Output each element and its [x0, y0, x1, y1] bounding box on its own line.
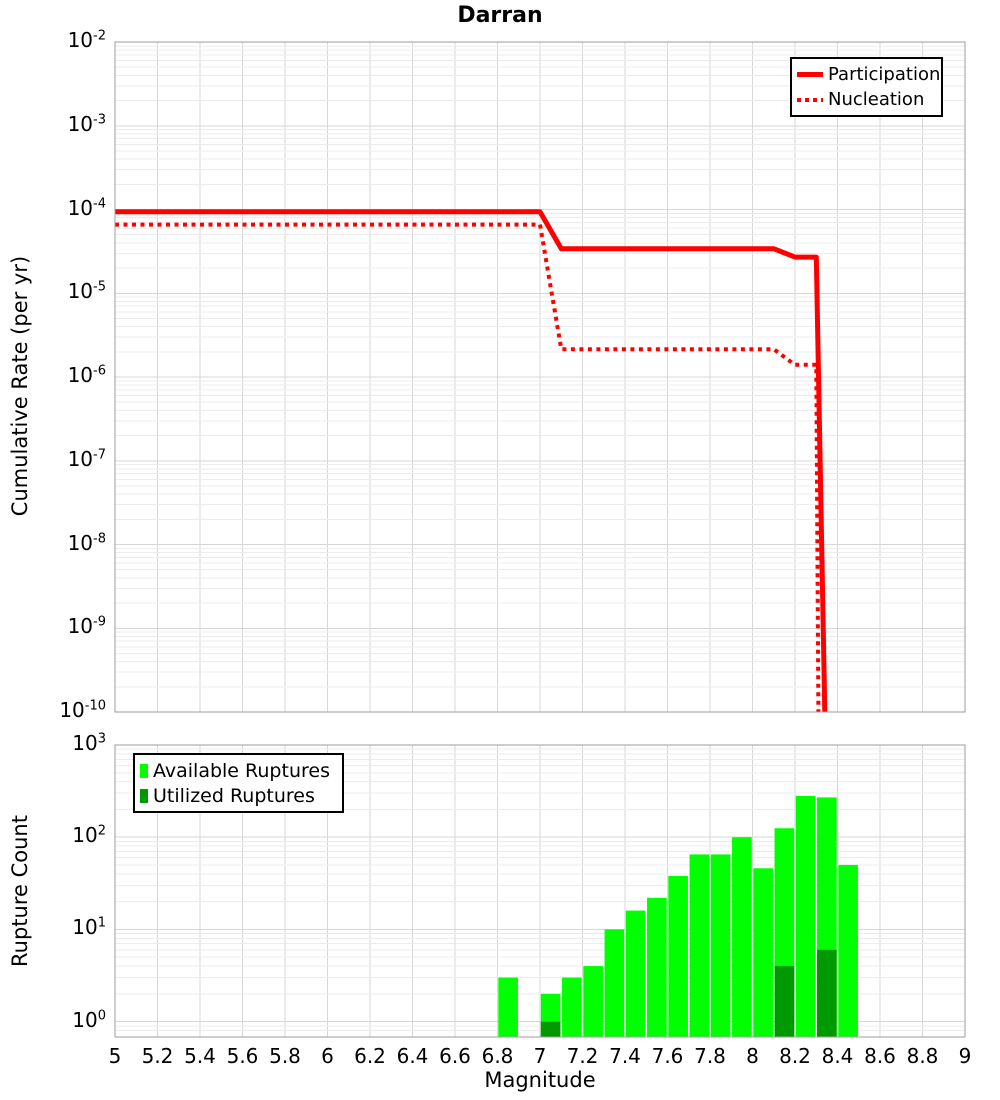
y-tick-label: 10-3 [67, 111, 106, 136]
available-bar [498, 977, 518, 1037]
y-tick-label: 10-5 [67, 279, 106, 304]
y-tick-label: 10-6 [67, 363, 106, 387]
x-tick-label: 7 [533, 1044, 547, 1068]
legend-item-participation: Participation [797, 64, 940, 85]
chart-title: Darran [457, 3, 543, 28]
available-bar [668, 875, 688, 1037]
rupture-legend: Available Ruptures Utilized Ruptures [133, 753, 344, 813]
x-axis-title: Magnitude [484, 1068, 596, 1092]
legend-item-utilized: Utilized Ruptures [140, 785, 337, 807]
x-tick-label: 6.4 [396, 1044, 429, 1068]
x-tick-label: 7.6 [651, 1044, 684, 1068]
y-tick-label: 10-9 [67, 614, 106, 639]
bottom-y-axis-title: Rupture Count [8, 815, 32, 967]
plot-frame [114, 744, 966, 1038]
available-bar [689, 854, 710, 1037]
y-tick-label: 100 [72, 1007, 106, 1032]
x-tick-label: 8.4 [821, 1044, 854, 1068]
legend-label-available: Available Ruptures [153, 759, 330, 782]
x-tick-label: 5.2 [141, 1044, 174, 1068]
available-ruptures-swatch [140, 763, 148, 778]
rate-legend: Participation Nucleation [790, 57, 943, 117]
top-y-axis-title: Cumulative Rate (per yr) [8, 255, 32, 517]
x-tick-label: 6 [321, 1044, 334, 1068]
x-tick-label: 8 [746, 1044, 759, 1068]
x-tick-label: 6.8 [481, 1044, 514, 1068]
x-tick-label: 5.6 [226, 1044, 259, 1068]
x-tick-label: 5.8 [269, 1044, 301, 1068]
y-tick-label: 10-10 [59, 698, 106, 722]
x-tick-label: 5.4 [184, 1044, 216, 1068]
utilized-ruptures-swatch [140, 788, 148, 803]
nucleation-line [115, 222, 821, 713]
available-bar [838, 864, 858, 1037]
available-bar [583, 966, 603, 1037]
y-tick-label: 101 [72, 915, 106, 940]
x-tick-label: 6.6 [439, 1044, 471, 1068]
participation-line-swatch [797, 72, 823, 77]
available-bar [753, 868, 773, 1037]
x-tick-label: 7.4 [609, 1044, 641, 1068]
nucleation-line-swatch [797, 97, 823, 102]
available-bar [710, 854, 731, 1037]
available-bar [625, 910, 646, 1037]
available-bar [795, 795, 816, 1037]
x-tick-label: 7.8 [694, 1044, 726, 1068]
available-bar [604, 929, 625, 1037]
available-bar [732, 837, 752, 1037]
y-tick-label: 10-7 [67, 446, 106, 471]
y-tick-label: 102 [72, 823, 106, 848]
utilized-bar [540, 1021, 561, 1037]
x-tick-label: 5 [108, 1044, 122, 1068]
legend-label-nucleation: Nucleation [828, 89, 925, 110]
x-tick-label: 9 [958, 1044, 972, 1068]
legend-label-participation: Participation [828, 64, 941, 85]
y-tick-label: 10-2 [67, 28, 106, 52]
plot-frame [114, 41, 966, 713]
y-tick-label: 10-8 [67, 530, 106, 555]
utilized-bar [774, 966, 795, 1037]
y-tick-label: 103 [72, 731, 106, 755]
legend-label-utilized: Utilized Ruptures [153, 784, 315, 807]
utilized-bar [817, 949, 837, 1037]
available-bar [647, 897, 667, 1037]
legend-item-nucleation: Nucleation [797, 89, 936, 110]
available-bar [562, 977, 582, 1037]
x-tick-label: 7.2 [566, 1044, 599, 1068]
x-tick-label: 8.6 [864, 1044, 896, 1068]
legend-item-available: Available Ruptures [140, 760, 337, 782]
x-tick-label: 8.2 [779, 1044, 811, 1068]
x-tick-label: 6.2 [354, 1044, 386, 1068]
y-tick-label: 10-4 [67, 195, 106, 220]
participation-line [115, 209, 828, 713]
x-tick-label: 8.8 [906, 1044, 939, 1068]
